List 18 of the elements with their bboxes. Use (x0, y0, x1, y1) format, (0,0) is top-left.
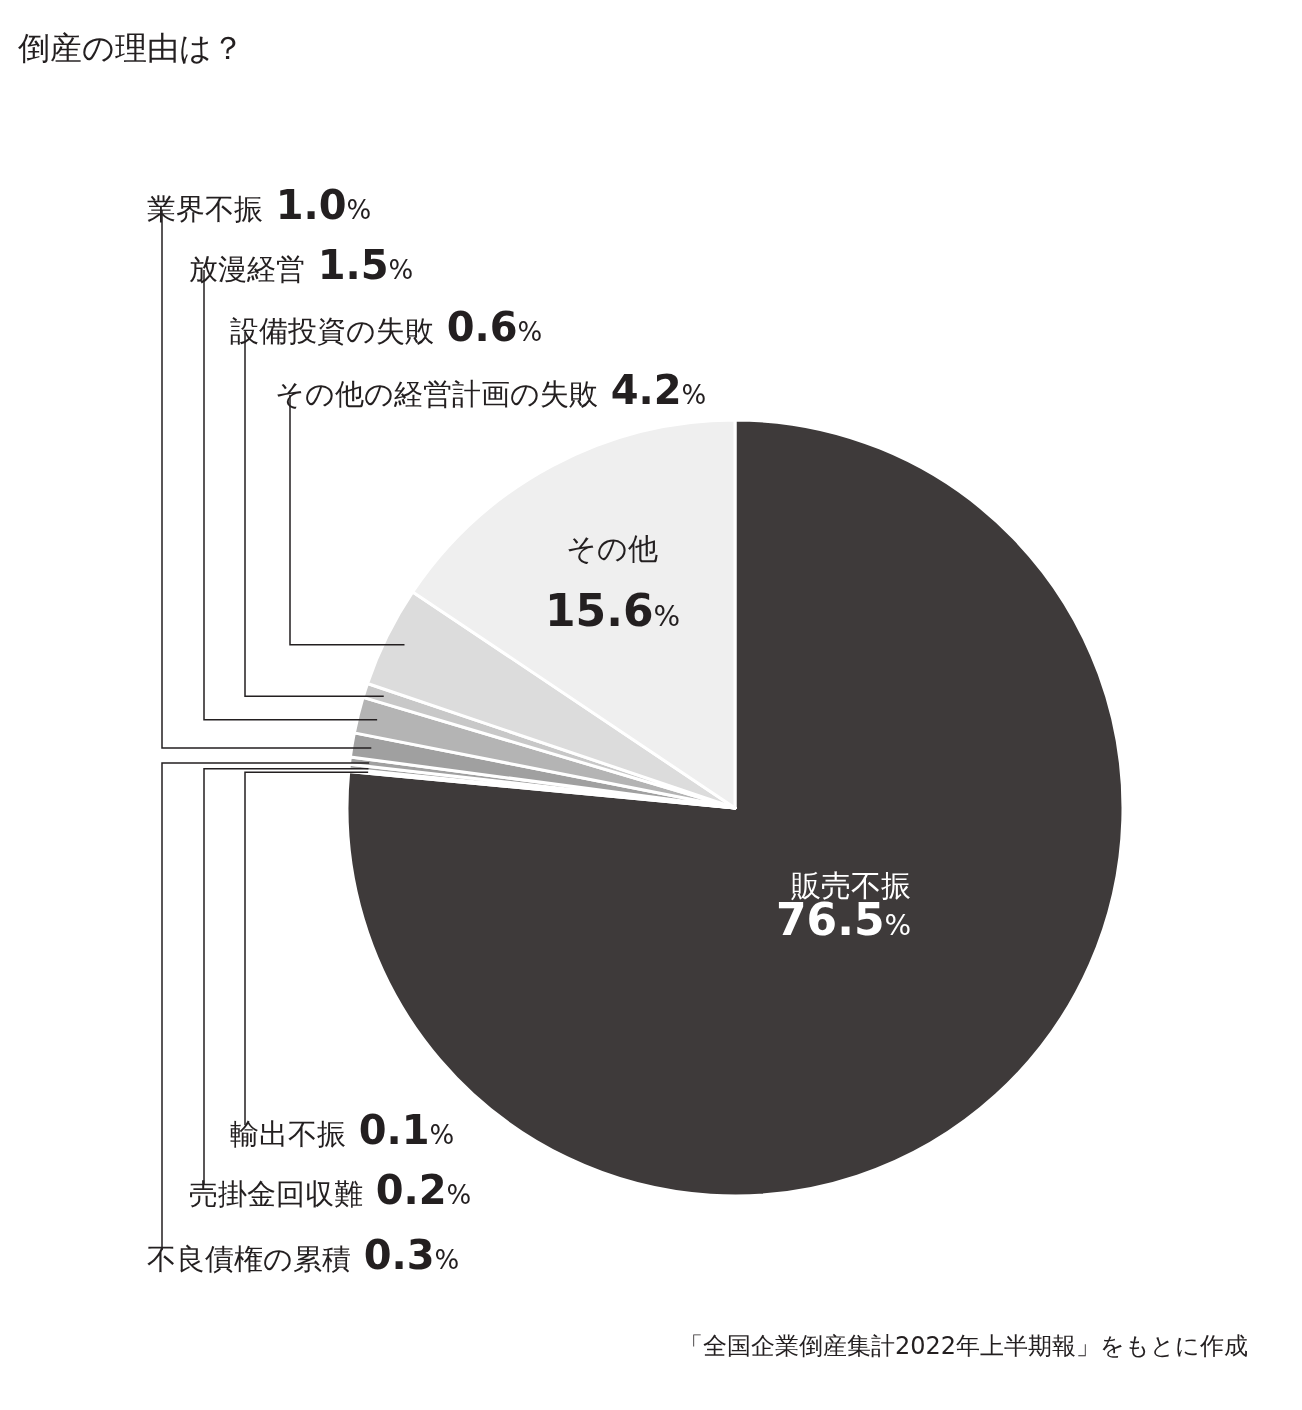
slice-label: 売掛金回収難 (189, 1177, 363, 1211)
chart-title: 倒産の理由は？ (18, 29, 244, 68)
slice-label: その他 (566, 531, 658, 566)
text: 「全国企業倒産集計2022年上半期報」をもとに作成 (679, 1332, 1249, 1360)
slice-label: 不良債権の累積 (147, 1242, 351, 1276)
slice-label: 放漫経営 (189, 252, 305, 286)
data-label: 0.6% (446, 304, 543, 350)
slice-label: 輸出不振 (230, 1117, 346, 1151)
data-label: 0.3% (363, 1232, 460, 1278)
data-label: 0.1% (358, 1107, 455, 1153)
slice-label: 業界不振 (147, 192, 263, 226)
data-label: 1.5% (317, 242, 414, 288)
slice-label: その他の経営計画の失敗 (275, 377, 598, 411)
data-label: 4.2% (610, 367, 707, 413)
slice-label: 設備投資の失敗 (230, 314, 434, 348)
data-label: 0.2% (375, 1167, 472, 1213)
data-label: 15.6% (545, 585, 681, 636)
data-label: 1.0% (275, 182, 372, 228)
